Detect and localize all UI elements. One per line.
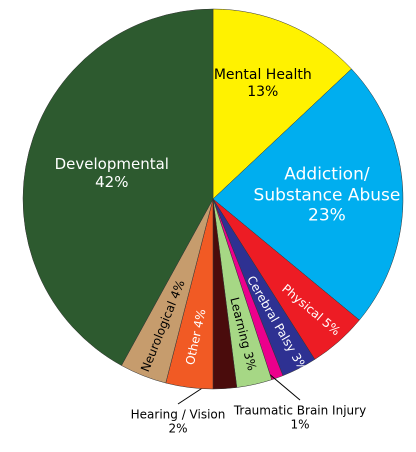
category-label: Addiction/ Substance Abuse bbox=[253, 164, 401, 206]
category-label: Hearing / Vision bbox=[130, 407, 226, 422]
value-label: 4% bbox=[190, 307, 209, 329]
value-label: 2% bbox=[168, 422, 188, 436]
value-label: 23% bbox=[308, 205, 346, 226]
pie-slice bbox=[212, 8, 352, 200]
slice-label: Developmental 42% bbox=[55, 155, 169, 191]
category-label: Traumatic Brain Injury bbox=[233, 403, 367, 418]
slice-label: Mental Health 13% bbox=[214, 67, 312, 101]
pie-slice bbox=[22, 8, 214, 366]
value-label: 42% bbox=[95, 173, 129, 191]
value-label: 13% bbox=[247, 83, 279, 100]
slice-label: Hearing / Vision 2% bbox=[131, 408, 226, 437]
slice-label: Addiction/ Substance Abuse 23% bbox=[252, 165, 402, 226]
category-label: Developmental bbox=[54, 155, 169, 173]
category-label: Mental Health bbox=[213, 67, 312, 84]
value-label: 1% bbox=[290, 418, 310, 432]
slice-label: Traumatic Brain Injury 1% bbox=[234, 404, 366, 433]
pie-slice bbox=[212, 68, 404, 321]
